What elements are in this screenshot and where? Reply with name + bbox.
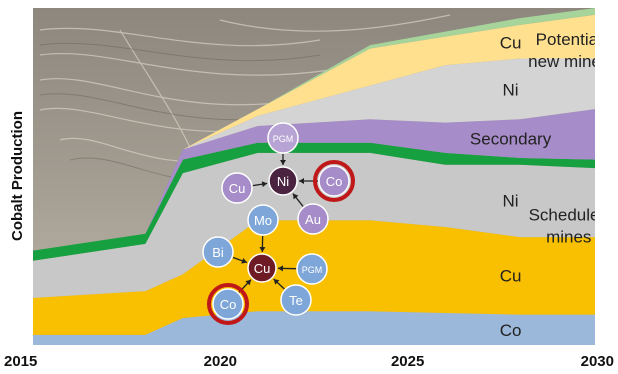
- node-label-bi: Bi: [212, 245, 224, 260]
- area-series-1: [33, 311, 595, 345]
- potential-new-mines-label-line-2: new mines: [528, 52, 609, 71]
- x-tick-2020: 2020: [204, 353, 237, 370]
- x-tick-2030: 2030: [581, 353, 614, 370]
- layer-labels: Co Cu Ni Secondary Ni Cu Scheduled mines Potenti…: [470, 30, 609, 340]
- center-node-ni: [268, 166, 298, 196]
- node-pgm-ni-network: [267, 122, 299, 154]
- node-au-ni-network: [297, 203, 329, 235]
- center-label-ni: Ni: [277, 174, 289, 189]
- layer-label-6: Cu: [500, 34, 522, 53]
- center-node-cu: [247, 253, 277, 283]
- layer-label-2: Cu: [500, 266, 522, 285]
- node-label-pgm: PGM: [273, 134, 294, 144]
- node-label-co: Co: [326, 174, 343, 189]
- node-te-cu-network: [280, 284, 312, 316]
- area-series-7: [33, 14, 595, 251]
- arrowhead-pgm: [280, 160, 286, 165]
- arrowhead-co: [245, 279, 252, 286]
- arrowhead-pgm: [277, 265, 284, 272]
- node-label-te: Te: [289, 293, 303, 308]
- right-margin: [595, 0, 618, 345]
- area-series-3: [33, 152, 595, 298]
- node-label-co: Co: [220, 297, 237, 312]
- node-bi-cu-network: [202, 236, 234, 268]
- node-label-au: Au: [305, 212, 321, 227]
- arrowhead-mo: [259, 246, 266, 253]
- center-label-cu: Cu: [254, 261, 271, 276]
- network-nodes: PGM Cu Au Co Ni Mo Bi PGM Te Co Cu: [202, 122, 355, 325]
- arrowhead-bi: [241, 258, 247, 264]
- network-arrows: [232, 154, 318, 293]
- y-axis-label: Cobalt Production: [9, 111, 26, 241]
- node-label-pgm: PGM: [302, 265, 323, 275]
- arrowhead-co: [299, 178, 304, 184]
- layer-label-3: Ni: [503, 191, 519, 210]
- arrowhead-au: [292, 193, 299, 200]
- area-series-6: [33, 58, 595, 251]
- node-pgm-cu-network: [296, 253, 328, 285]
- layer-label-5: Ni: [503, 80, 519, 99]
- node-mo-cu-network: [247, 204, 279, 236]
- potential-new-mines-label-line-1: Potential: [536, 30, 602, 49]
- node-label-mo: Mo: [254, 213, 272, 228]
- layer-label-4: Secondary: [470, 130, 552, 149]
- highlight-ring-cu-co: [207, 283, 249, 325]
- area-series-5: [33, 109, 595, 251]
- node-cu-ni-network: [221, 172, 253, 204]
- layer-label-1: Co: [500, 321, 522, 340]
- node-co-ni-network: [318, 165, 350, 197]
- scheduled-mines-label-line-1: Scheduled: [529, 205, 609, 224]
- arrowhead-cu: [261, 181, 268, 188]
- arrowhead-te: [273, 278, 280, 285]
- node-co-cu-network: [212, 288, 244, 320]
- x-axis-ticks: 2015 2020 2025 2030: [4, 353, 614, 370]
- x-tick-2015: 2015: [4, 353, 37, 370]
- scheduled-mines-label-line-2: mines: [546, 227, 591, 246]
- highlight-ring-ni-co: [313, 160, 355, 202]
- y-axis-band: [0, 0, 33, 374]
- x-axis-band: [0, 345, 618, 374]
- area-series-4: [33, 142, 595, 261]
- x-tick-2025: 2025: [391, 353, 424, 370]
- node-label-cu: Cu: [229, 181, 246, 196]
